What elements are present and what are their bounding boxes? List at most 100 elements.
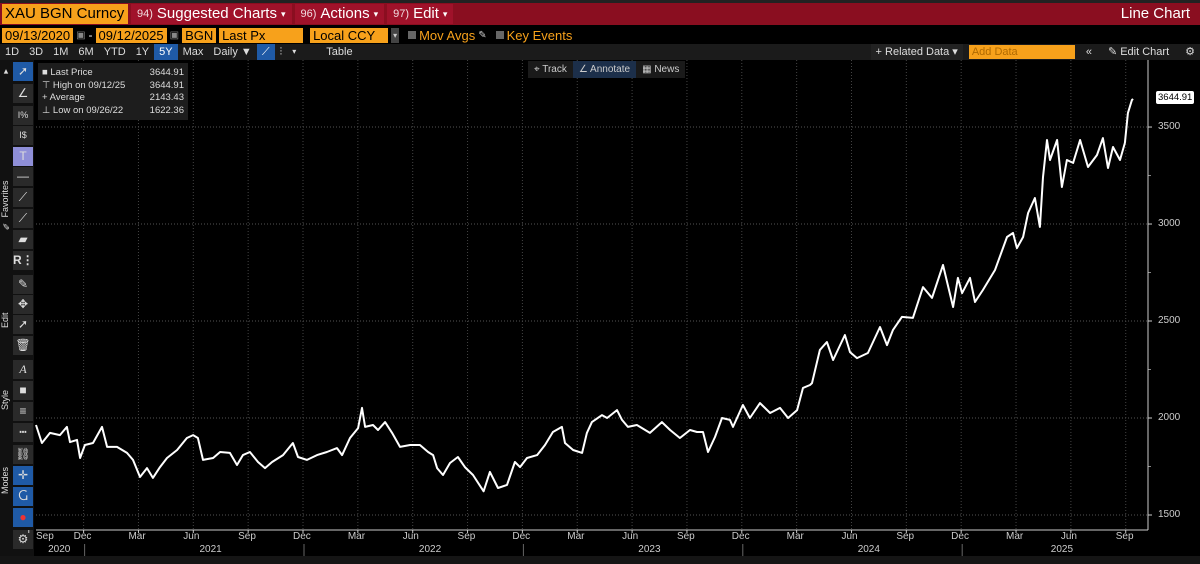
actions-menu[interactable]: 96) Actions ▾: [294, 4, 385, 24]
timeframe-ytd[interactable]: YTD: [103, 46, 126, 58]
timeframe-1m[interactable]: 1M: [53, 46, 69, 58]
ticker-field[interactable]: XAU BGN Curncy: [2, 4, 128, 24]
header-bar: XAU BGN Curncy 94) Suggested Charts ▾ 96) A…: [0, 3, 1200, 25]
text-tool-icon[interactable]: T: [13, 147, 33, 166]
line-weight-icon[interactable]: ≡: [13, 402, 33, 421]
pencil-icon[interactable]: ✎: [478, 29, 487, 41]
source-field[interactable]: BGN: [182, 27, 217, 43]
chart-controls-row: 09/13/2020 ▣ - 09/12/2025 ▣ BGN Last Px …: [0, 27, 1200, 43]
low-marker-icon: ⊥: [42, 104, 53, 116]
legend-row-low: ⊥ Low on 09/26/22 1622.36: [42, 105, 184, 118]
dollar-measure-icon[interactable]: I$: [13, 126, 33, 145]
gear-icon[interactable]: ⚙: [13, 530, 33, 549]
draw-angle-icon[interactable]: ∠: [13, 84, 33, 103]
bar-chart-icon[interactable]: ⫶: [279, 46, 283, 58]
white-square-icon: ■: [42, 67, 51, 78]
key-events-label[interactable]: Key Events: [506, 27, 573, 43]
legend-label: Low on 09/26/22: [52, 104, 124, 116]
trash-icon[interactable]: 🗑: [13, 336, 33, 355]
track-tab[interactable]: ⌖ Track: [534, 64, 567, 75]
x-tick-label: Sep: [676, 531, 695, 542]
currency-selector[interactable]: Local CCY: [310, 27, 389, 43]
line-chart-icon[interactable]: ⟋: [256, 44, 275, 60]
add-data-input[interactable]: Add Data: [968, 45, 1075, 59]
timeframe-3d[interactable]: 3D: [29, 46, 44, 58]
table-button[interactable]: Table: [326, 46, 353, 58]
timeframe-max[interactable]: Max: [182, 46, 204, 58]
legend-value: 3644.91: [149, 67, 184, 78]
fibonacci-icon[interactable]: R⋮: [13, 251, 33, 270]
top-strip: [0, 0, 1200, 3]
x-tick-label: Mar: [786, 531, 804, 542]
timeframe-5y[interactable]: 5Y: [154, 44, 178, 60]
edit-chart-button[interactable]: ✎ Edit Chart: [1107, 46, 1170, 58]
y-tick-label: 3000: [1158, 218, 1181, 230]
x-year-label: 2025: [1050, 544, 1074, 555]
gear-icon[interactable]: ⚙: [1185, 46, 1195, 58]
bottom-strip: [0, 556, 1200, 564]
start-date-field[interactable]: 09/13/2020: [2, 27, 74, 43]
annotate-tab[interactable]: ∠ Annotate: [572, 61, 637, 78]
price-legend[interactable]: ■ Last Price 3644.91 ⊤ High on 09/12/25 36…: [38, 63, 188, 120]
timeframe-1d[interactable]: 1D: [5, 46, 20, 58]
trend-line-icon[interactable]: ⟋: [13, 188, 33, 207]
gridlines: [35, 60, 1148, 530]
x-tick-label: Mar: [128, 531, 146, 542]
x-year-label: 2022: [418, 544, 442, 555]
date-dash: -: [88, 28, 93, 42]
menu-label: Suggested Charts: [156, 5, 277, 22]
x-year-label: 2021: [199, 544, 222, 555]
collapse-icon[interactable]: «: [1085, 46, 1092, 58]
timeframe-6m[interactable]: 6M: [78, 46, 94, 58]
average-marker-icon: +: [42, 92, 50, 103]
menu-number: 94): [137, 8, 153, 20]
select-add-icon[interactable]: ➚: [13, 315, 33, 334]
x-tick-label: Jun: [183, 531, 200, 542]
x-tick-label: Dec: [731, 531, 750, 542]
related-data-button[interactable]: + Related Data ▾: [870, 44, 963, 60]
timeframe-bar: 1D 3D 1M 6M YTD 1Y 5Y Max Daily ▼ ⟋ ⫶ ▾ …: [0, 44, 1200, 60]
crosshair-icon[interactable]: ✛: [13, 466, 33, 485]
x-tick-label: Sep: [238, 531, 256, 542]
x-tick-label: Jun: [622, 531, 639, 542]
legend-row-average: + Average 2143.43: [42, 92, 184, 105]
font-style-icon[interactable]: A: [13, 360, 33, 379]
calendar-icon[interactable]: ▣: [76, 29, 86, 41]
ray-line-icon[interactable]: ⟋: [13, 209, 33, 228]
mov-avgs-checkbox[interactable]: [408, 31, 417, 39]
magnet-icon[interactable]: Ⴚ: [13, 487, 33, 506]
move-icon[interactable]: ✥: [13, 295, 33, 314]
color-fill-icon[interactable]: ■: [13, 381, 33, 400]
field-selector[interactable]: Last Px: [219, 27, 304, 43]
news-tab[interactable]: ▦ News: [642, 64, 680, 75]
timeframe-1y[interactable]: 1Y: [135, 46, 150, 58]
chevron-down-icon: ▾: [442, 9, 448, 19]
legend-label: Last Price: [50, 67, 93, 78]
mov-avgs-label[interactable]: Mov Avgs: [419, 27, 476, 43]
pointer-icon[interactable]: ➚: [13, 62, 33, 81]
line-style-icon[interactable]: ┅: [13, 423, 33, 442]
key-events-checkbox[interactable]: [495, 31, 504, 39]
overlay-tabs: ⌖ Track ∠ Annotate ▦ News: [528, 61, 686, 78]
periodicity-dropdown[interactable]: Daily ▼: [213, 46, 252, 58]
x-tick-label: Dec: [73, 531, 92, 542]
end-date-field[interactable]: 09/12/2025: [95, 27, 167, 43]
horizontal-line-icon[interactable]: —: [13, 167, 33, 186]
y-tick-label: 2000: [1158, 412, 1181, 423]
edit-menu[interactable]: 97) Edit ▾: [387, 4, 454, 24]
color-mode-icon[interactable]: ●: [13, 508, 33, 527]
x-year-label: 2024: [857, 544, 880, 555]
channel-icon[interactable]: ▰: [13, 230, 33, 249]
high-marker-icon: ⊤: [42, 79, 53, 91]
link-icon[interactable]: ⛓: [13, 445, 33, 464]
percent-measure-icon[interactable]: I%: [13, 106, 33, 125]
suggested-charts-menu[interactable]: 94) Suggested Charts ▾: [131, 4, 292, 24]
menu-label: Edit: [413, 5, 439, 22]
pencil-icon[interactable]: ✎: [13, 275, 33, 294]
chevron-down-icon[interactable]: ▾: [292, 47, 297, 56]
price-line: [35, 98, 1134, 493]
chevron-down-icon[interactable]: ▾: [391, 27, 400, 43]
calendar-icon[interactable]: ▣: [169, 29, 180, 41]
x-year-label: 2020: [48, 544, 71, 555]
